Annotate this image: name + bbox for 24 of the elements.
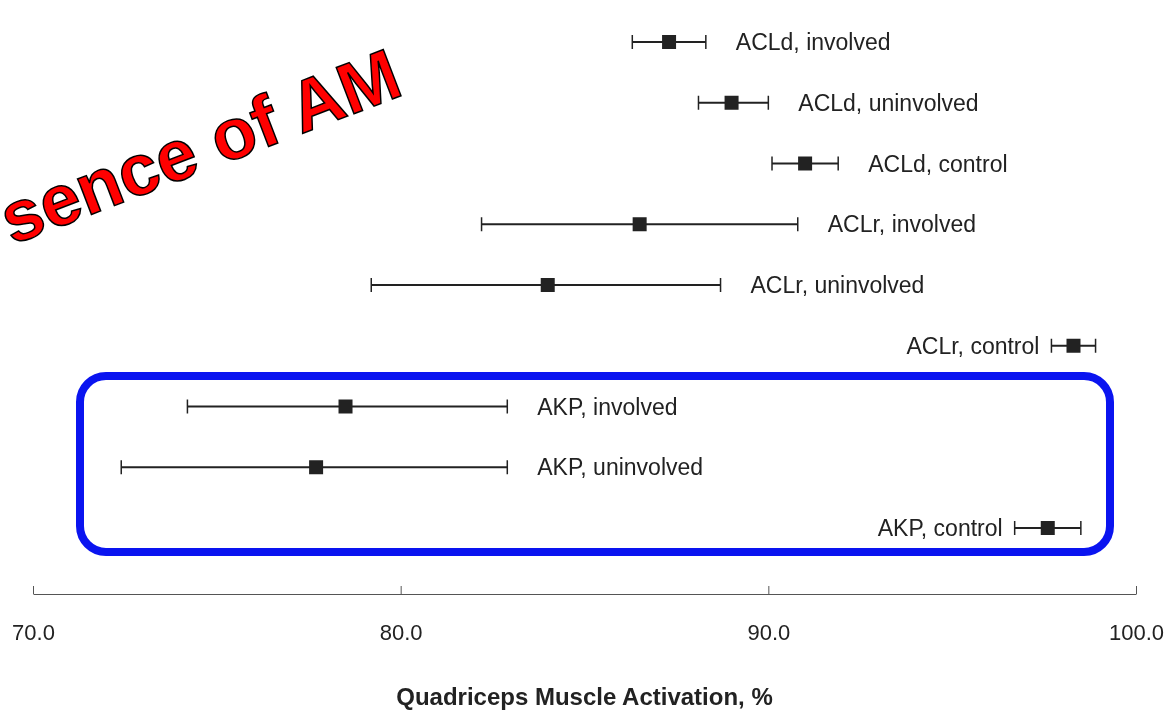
y-tick-label: AKP, control (877, 515, 1003, 541)
y-tick-label: ACLr, uninvolved (750, 272, 925, 298)
point (1040, 521, 1055, 535)
x-axis-title: Quadriceps Muscle Activation, % (396, 683, 773, 710)
point (338, 399, 353, 414)
x-tick-label: 80.0 (379, 619, 423, 645)
point (724, 95, 739, 110)
y-tick-label: AKP, involved (537, 393, 678, 420)
y-tick-label: ACLr, involved (827, 211, 977, 238)
point (1066, 338, 1081, 353)
point (309, 460, 324, 475)
annotation: sence of AM (0, 33, 411, 259)
point (632, 217, 647, 232)
point (798, 156, 813, 171)
y-tick-label: ACLr, control (906, 332, 1040, 359)
x-tick-label: 90.0 (747, 619, 791, 645)
point (662, 35, 677, 49)
y-tick-label: AKP, uninvolved (537, 454, 704, 481)
y-tick-label: ACLd, involved (735, 29, 891, 55)
y-tick-label: ACLd, control (868, 150, 1008, 177)
y-tick-label: ACLd, uninvolved (798, 89, 979, 116)
x-tick-label: 70.0 (12, 619, 55, 645)
point (540, 278, 555, 292)
x-tick-label: 100.0 (1108, 619, 1165, 645)
